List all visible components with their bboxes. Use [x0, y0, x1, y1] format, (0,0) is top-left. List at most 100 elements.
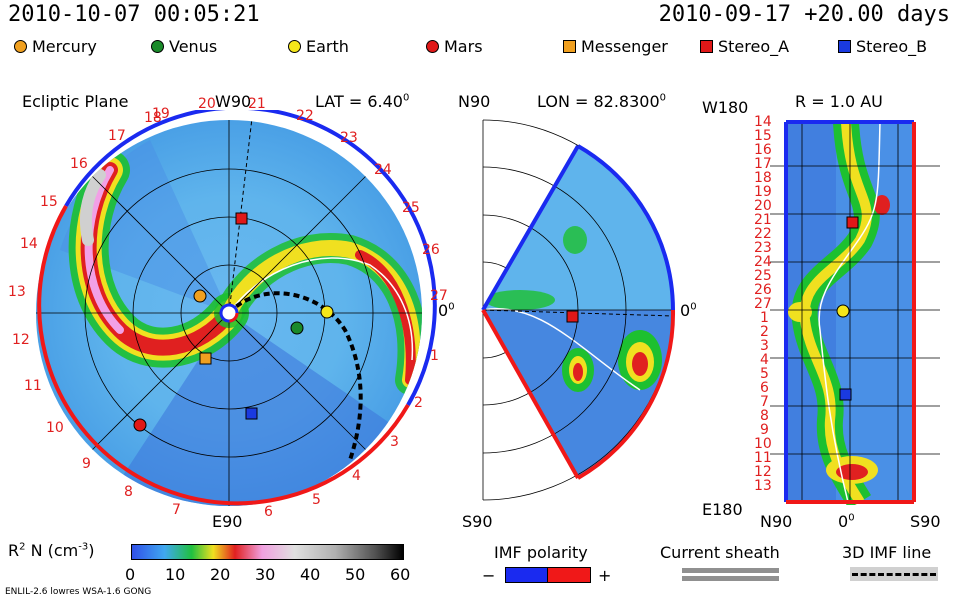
ecliptic-title: Ecliptic Plane — [22, 92, 129, 111]
rotation-tick: 16 — [754, 142, 772, 158]
carrington-tick: 19 — [152, 106, 170, 122]
carrington-tick: 3 — [390, 434, 399, 450]
carrington-tick: 27 — [430, 288, 448, 304]
carrington-tick: 7 — [172, 502, 181, 518]
carrington-tick: 1 — [430, 348, 439, 364]
carrington-tick: 9 — [82, 456, 91, 472]
rotation-tick: 10 — [754, 436, 772, 452]
colorbar — [131, 544, 404, 560]
rotation-tick: 13 — [754, 478, 772, 494]
current-sheath-line — [682, 576, 779, 581]
rotation-tick: 9 — [760, 422, 769, 438]
rotation-tick: 14 — [754, 114, 772, 130]
carrington-tick: 18 — [144, 110, 162, 126]
radial-plot — [770, 120, 940, 505]
rotation-tick: 21 — [754, 212, 772, 228]
legend-item-mars: Mars — [426, 37, 483, 56]
mercury-marker — [193, 289, 207, 303]
rotation-tick: 12 — [754, 464, 772, 480]
rotation-tick: 15 — [754, 128, 772, 144]
lat-label: LAT = 6.400 — [315, 92, 410, 111]
mercury-icon — [14, 40, 27, 53]
meridional-south-label: S90 — [462, 512, 493, 531]
rotation-tick: 3 — [760, 338, 769, 354]
earth-icon — [288, 40, 301, 53]
colorbar-tick: 0 — [125, 565, 136, 584]
rotation-tick: 17 — [754, 156, 772, 172]
mars-marker — [133, 418, 147, 432]
carrington-tick: 24 — [374, 162, 392, 178]
imf-polarity-title: IMF polarity — [494, 543, 588, 562]
colorbar-tick: 60 — [390, 565, 411, 584]
legend-item-messenger: Messenger — [563, 37, 668, 56]
carrington-tick: 6 — [264, 504, 273, 520]
radial-bottom-s90: S90 — [910, 512, 941, 531]
stereo-a-icon — [700, 40, 713, 53]
radial-bottom-left-label: E180 — [702, 500, 743, 519]
rotation-tick: 26 — [754, 282, 772, 298]
stereo-b-marker-radial — [839, 388, 852, 401]
messenger-marker — [199, 352, 212, 365]
imf-negative-swatch — [505, 567, 549, 583]
legend-item-earth: Earth — [288, 37, 349, 56]
legend-item-venus: Venus — [151, 37, 217, 56]
rotation-tick: 8 — [760, 408, 769, 424]
radial-r-label: R = 1.0 AU — [795, 92, 883, 111]
stereo-a-marker-radial — [846, 216, 859, 229]
mars-icon — [426, 40, 439, 53]
stereo-a-marker — [235, 212, 248, 225]
colorbar-tick: 10 — [165, 565, 186, 584]
radial-bottom-zero: 00 — [838, 512, 855, 531]
carrington-tick: 8 — [124, 484, 133, 500]
ecliptic-zero-label: 00 — [438, 301, 455, 320]
carrington-tick: 22 — [296, 108, 314, 124]
messenger-icon — [563, 40, 576, 53]
imf3d-dash — [852, 573, 936, 576]
carrington-tick: 26 — [422, 242, 440, 258]
imf-plus-label: + — [598, 566, 612, 585]
rotation-tick: 4 — [760, 352, 769, 368]
current-sheath-line — [682, 568, 779, 573]
radial-bottom-n90: N90 — [760, 512, 793, 531]
carrington-tick: 11 — [24, 378, 42, 394]
colorbar-label: R2 N (cm-3) — [8, 541, 95, 560]
rotation-tick: 22 — [754, 226, 772, 242]
rotation-tick: 6 — [760, 380, 769, 396]
venus-icon — [151, 40, 164, 53]
meridional-zero-label: 00 — [680, 301, 697, 320]
stereo-b-icon — [838, 40, 851, 53]
model-footer: ENLIL-2.6 lowres WSA-1.6 GONG — [5, 587, 152, 597]
earth-marker — [320, 305, 334, 319]
stereo-b-marker — [245, 407, 258, 420]
colorbar-tick: 30 — [255, 565, 276, 584]
venus-marker — [290, 321, 304, 335]
rotation-tick: 5 — [760, 366, 769, 382]
ecliptic-south-label: E90 — [212, 512, 243, 531]
rotation-tick: 2 — [760, 324, 769, 340]
meridional-plot — [481, 119, 676, 501]
imf3d-title: 3D IMF line — [842, 543, 932, 562]
rotation-tick: 18 — [754, 170, 772, 186]
rotation-tick: 27 — [754, 296, 772, 312]
legend-item-mercury: Mercury — [14, 37, 97, 56]
imf-positive-swatch — [547, 567, 591, 583]
rotation-tick: 1 — [760, 310, 769, 326]
carrington-tick: 20 — [198, 96, 216, 112]
rotation-tick: 25 — [754, 268, 772, 284]
carrington-tick: 15 — [40, 194, 58, 210]
ecliptic-north-label: W90 — [215, 92, 252, 111]
carrington-tick: 4 — [352, 468, 361, 484]
carrington-tick: 25 — [402, 200, 420, 216]
carrington-tick: 2 — [414, 395, 423, 411]
current-sheath-title: Current sheath — [660, 543, 780, 562]
rotation-tick: 23 — [754, 240, 772, 256]
colorbar-tick: 20 — [210, 565, 231, 584]
carrington-tick: 12 — [12, 332, 30, 348]
lon-label: LON = 82.83000 — [537, 92, 667, 111]
ecliptic-plane-plot — [36, 110, 437, 506]
rotation-tick: 11 — [754, 450, 772, 466]
colorbar-tick: 40 — [300, 565, 321, 584]
carrington-tick: 5 — [312, 492, 321, 508]
stereo-a-marker-meridional — [566, 310, 579, 323]
carrington-tick: 16 — [70, 156, 88, 172]
